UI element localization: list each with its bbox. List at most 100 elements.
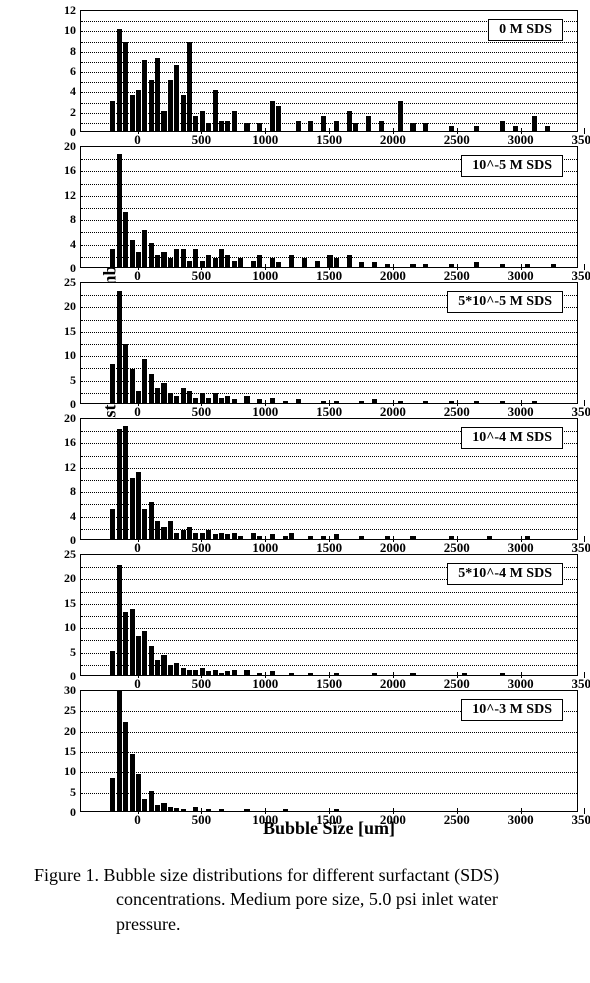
histogram-bar — [225, 396, 230, 403]
histogram-bar — [142, 359, 147, 403]
histogram-bar — [276, 106, 281, 131]
histogram-bar — [232, 111, 237, 131]
histogram-bar — [213, 670, 218, 675]
grid-line — [81, 344, 577, 345]
histogram-bar — [181, 530, 186, 539]
grid-line — [81, 456, 577, 457]
grid-line — [81, 42, 577, 43]
grid-line — [81, 245, 577, 246]
y-tick-label: 15 — [64, 325, 76, 337]
histogram-bar — [193, 533, 198, 539]
grid-line — [81, 640, 577, 641]
histogram-bar — [213, 258, 218, 267]
histogram-bar — [187, 670, 192, 675]
y-tick-label: 25 — [64, 704, 76, 716]
grid-line — [81, 517, 577, 518]
y-tick-label: 20 — [64, 572, 76, 584]
histogram-bar — [142, 230, 147, 267]
histogram-bar — [187, 391, 192, 403]
histogram-bar — [257, 123, 262, 131]
x-ticks: 0500100015002000250030003500 — [112, 812, 590, 828]
grid-line — [81, 628, 577, 629]
histogram-bar — [449, 401, 454, 403]
grid-line — [81, 604, 577, 605]
grid-line — [81, 480, 577, 481]
grid-line — [81, 504, 577, 505]
histogram-bar — [193, 398, 198, 403]
histogram-bar — [168, 665, 173, 675]
histogram-bar — [161, 111, 166, 131]
histogram-bar — [181, 249, 186, 267]
histogram-bar — [117, 154, 122, 267]
histogram-bar — [372, 262, 377, 267]
histogram-bar — [372, 673, 377, 675]
histogram-bar — [117, 29, 122, 131]
histogram-bar — [359, 536, 364, 539]
histogram-bar — [155, 660, 160, 675]
histogram-bar — [174, 396, 179, 403]
y-tick-label: 20 — [64, 140, 76, 152]
histogram-bar — [462, 673, 467, 675]
histogram-bar — [513, 126, 518, 131]
histogram-bar — [110, 101, 115, 132]
histogram-bar — [347, 255, 352, 267]
plot-area: 5*10^-4 M SDS — [80, 554, 578, 676]
histogram-bar — [149, 646, 154, 675]
histogram-bar — [206, 809, 211, 811]
histogram-bar — [225, 534, 230, 539]
histogram-bar — [193, 807, 198, 811]
x-tick-label: 0 — [134, 812, 141, 828]
series-label: 5*10^-4 M SDS — [447, 563, 563, 585]
histogram-bar — [321, 116, 326, 131]
series-label: 10^-4 M SDS — [461, 427, 563, 449]
histogram-bar — [296, 121, 301, 131]
histogram-bar — [257, 536, 262, 539]
histogram-bar — [302, 258, 307, 267]
histogram-bar — [500, 401, 505, 403]
histogram-bar — [232, 533, 237, 539]
figure-caption: Figure 1. Bubble size distributions for … — [10, 863, 580, 936]
plot-area: 0 M SDS — [80, 10, 578, 132]
histogram-bar — [136, 774, 141, 811]
series-label: 10^-5 M SDS — [461, 155, 563, 177]
histogram-bar — [308, 121, 313, 131]
y-ticks: 024681012 — [48, 10, 78, 132]
histogram-bar — [149, 791, 154, 811]
histogram-bar — [149, 80, 154, 131]
histogram-bar — [155, 388, 160, 403]
histogram-bar — [193, 670, 198, 675]
y-tick-label: 25 — [64, 548, 76, 560]
histogram-bar — [161, 383, 166, 403]
histogram-bar — [423, 401, 428, 403]
series-label: 0 M SDS — [488, 19, 563, 41]
histogram-bar — [142, 631, 147, 675]
chart-panel: 05101520253010^-3 M SDS05001000150020002… — [48, 690, 580, 812]
plot-area: 5*10^-5 M SDS — [80, 282, 578, 404]
grid-line — [81, 616, 577, 617]
histogram-bar — [238, 536, 243, 539]
histogram-bar — [232, 261, 237, 267]
histogram-bar — [187, 527, 192, 539]
plot-area: 10^-3 M SDS — [80, 690, 578, 812]
histogram-bar — [449, 536, 454, 539]
grid-line — [81, 320, 577, 321]
histogram-bar — [181, 809, 186, 811]
histogram-bar — [168, 80, 173, 131]
chart-panel: 04812162010^-4 M SDS05001000150020002500… — [48, 418, 580, 540]
y-tick-label: 30 — [64, 684, 76, 696]
y-ticks: 0510152025 — [48, 282, 78, 404]
histogram-bar — [213, 534, 218, 539]
histogram-bar — [296, 399, 301, 403]
histogram-bar — [525, 264, 530, 267]
histogram-bar — [315, 261, 320, 267]
y-tick-label: 5 — [70, 374, 76, 386]
y-tick-label: 6 — [70, 65, 76, 77]
histogram-bar — [187, 261, 192, 267]
histogram-bar — [385, 536, 390, 539]
histogram-bar — [117, 291, 122, 403]
y-tick-label: 5 — [70, 786, 76, 798]
histogram-bar — [545, 126, 550, 131]
histogram-bar — [289, 533, 294, 539]
histogram-bar — [110, 651, 115, 675]
histogram-bar — [168, 807, 173, 811]
